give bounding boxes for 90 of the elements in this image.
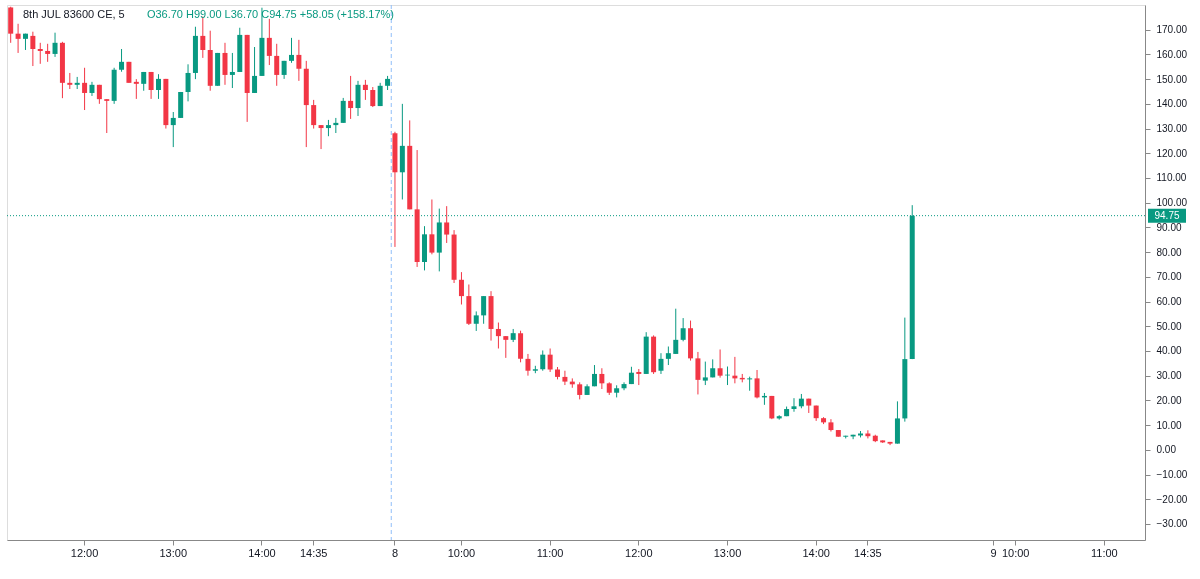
y-tick-label: 170.00	[1156, 24, 1188, 36]
y-tick-label: 70.00	[1156, 271, 1182, 283]
candlestick	[185, 63, 191, 102]
candlestick	[222, 42, 228, 86]
candlestick	[865, 429, 871, 439]
x-tick-label: 10:00	[447, 546, 476, 559]
candlestick	[547, 347, 553, 373]
y-tick-label: 150.00	[1156, 73, 1188, 85]
candlestick	[318, 124, 324, 150]
candlestick	[503, 335, 509, 359]
y-tick-label: 140.00	[1156, 98, 1188, 110]
candlestick	[200, 16, 206, 59]
y-tick-label: 100.00	[1156, 197, 1188, 209]
candlestick	[274, 43, 280, 87]
candlestick	[562, 370, 568, 386]
candlestick	[119, 48, 125, 73]
x-tick-label: 8	[391, 546, 399, 559]
x-tick-label: 11:00	[536, 546, 564, 559]
candlestick	[37, 42, 43, 65]
y-tick-label: 60.00	[1156, 296, 1182, 308]
candlestick	[370, 86, 376, 108]
x-tick-label: 13:00	[713, 546, 742, 559]
y-tick-label: 40.00	[1156, 345, 1182, 357]
candlestick	[340, 97, 346, 124]
y-tick-label: 0.00	[1156, 444, 1177, 456]
x-tick-label: 11:00	[1091, 546, 1118, 559]
candlestick	[473, 310, 479, 332]
candlestick	[673, 308, 679, 355]
y-tick-label: −30.00	[1156, 518, 1188, 530]
candlestick	[296, 39, 302, 82]
candlestick	[355, 80, 361, 117]
candlestick	[680, 317, 686, 342]
ref-line-label: 94.75	[1154, 209, 1180, 221]
x-tick-label: 14:35	[299, 546, 328, 559]
candlestick	[458, 271, 464, 305]
y-tick-label: −10.00	[1156, 469, 1188, 481]
y-tick-label: 50.00	[1156, 320, 1182, 332]
x-tick-label: 13:00	[159, 546, 188, 559]
candlestick	[621, 381, 627, 391]
candlestick	[495, 322, 501, 349]
candlestick	[429, 198, 435, 255]
x-tick-label: 9	[990, 546, 997, 559]
candlestick	[82, 67, 88, 111]
candlestick	[481, 295, 487, 325]
x-tick-label: 12:00	[70, 546, 99, 559]
y-tick-label: −20.00	[1156, 493, 1188, 505]
candlestick	[133, 78, 139, 100]
candlestick	[540, 349, 546, 372]
candlestick	[104, 98, 110, 134]
candlestick	[15, 23, 21, 54]
candlestick	[754, 369, 760, 399]
x-tick-label: 14:00	[802, 546, 830, 559]
y-tick-label: 80.00	[1156, 246, 1182, 258]
candlestick	[52, 32, 58, 58]
candlestick	[695, 351, 701, 395]
candlestick	[665, 346, 671, 366]
candlestick	[266, 18, 272, 66]
candlestick	[148, 71, 154, 100]
candlestick	[525, 353, 531, 377]
y-tick-label: 120.00	[1156, 147, 1188, 159]
candlestick	[311, 99, 317, 130]
candlestick	[599, 367, 605, 390]
chart-subtitle: O36.70 H99.00 L36.70 C94.75 +58.05 (+158.17%)	[146, 8, 394, 20]
candlestick	[747, 376, 753, 392]
candlestick	[717, 348, 723, 379]
candlestick	[702, 361, 708, 386]
candlestick	[252, 46, 258, 94]
y-tick-label: 10.00	[1156, 419, 1182, 431]
chart-title: 8th JUL 83600 CE, 5	[23, 8, 125, 20]
y-tick-label: 130.00	[1156, 123, 1188, 135]
x-tick-label: 14:00	[248, 546, 276, 559]
y-tick-label: 30.00	[1156, 370, 1182, 382]
candlestick	[658, 352, 664, 375]
candlestick	[362, 79, 368, 101]
candlestick	[791, 397, 797, 413]
candlestick	[170, 111, 176, 148]
candlestick	[289, 37, 294, 64]
x-tick-label: 10:00	[1001, 546, 1030, 559]
y-tick-label: 110.00	[1156, 172, 1187, 184]
candlestick	[30, 31, 36, 67]
x-tick-label: 14:35	[854, 546, 882, 559]
candlestick	[45, 43, 51, 63]
y-tick-label: 90.00	[1156, 221, 1182, 233]
y-tick-label: 20.00	[1156, 394, 1182, 406]
x-tick-label: 12:00	[625, 546, 653, 559]
candlestick	[229, 52, 235, 89]
candlestick	[155, 73, 161, 100]
candlestick	[348, 75, 354, 120]
y-tick-label: 160.00	[1156, 48, 1188, 60]
candlestick	[444, 205, 450, 244]
